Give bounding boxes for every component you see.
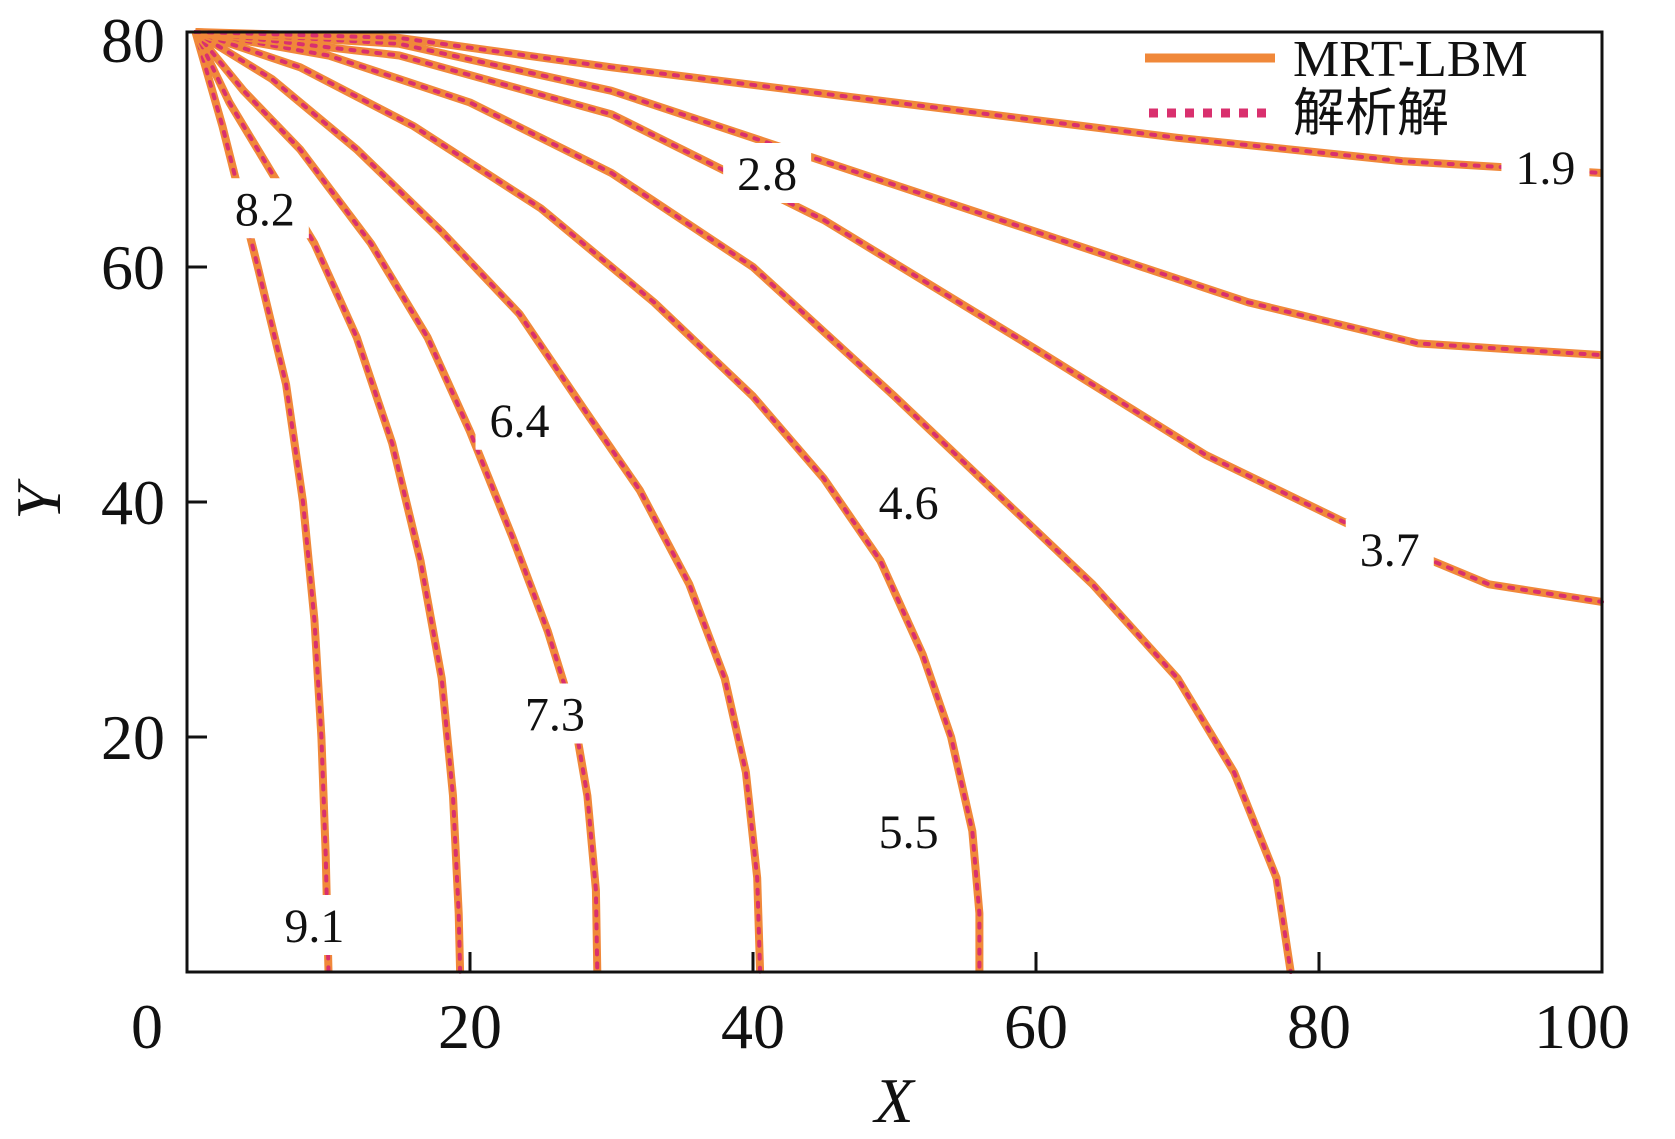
x-axis-title: X — [871, 1065, 916, 1136]
contour-line-mrt-lbm — [192, 29, 602, 973]
contour-line-analytical — [193, 30, 463, 974]
contour-line-analytical — [193, 30, 331, 974]
axis-ticks: 0 20 40 60 80 100 20 40 60 80 — [101, 5, 1630, 1062]
contour-label: 1.9 — [1515, 142, 1575, 195]
contour-label: 2.8 — [737, 148, 797, 201]
contour-label: 9.1 — [284, 900, 344, 953]
contour-labels: 9.1 8.2 7.3 6.4 5.5 4.6 3.7 2.8 1.9 — [220, 137, 1590, 955]
legend: MRT-LBM 解析解 — [1145, 31, 1528, 143]
contour-label-bg — [1345, 519, 1434, 579]
x-tick-label: 0 — [131, 991, 163, 1062]
contour-line-mrt-lbm — [193, 28, 765, 973]
contour-label-bg — [1501, 137, 1590, 198]
contour-label: 5.5 — [879, 806, 939, 859]
y-tick-label: 80 — [101, 5, 165, 76]
contour-line-analytical — [193, 30, 763, 974]
contour-label-bg — [220, 178, 309, 239]
contour-label-bg — [270, 895, 359, 955]
contour-label-bg — [864, 801, 953, 861]
contour-lines — [191, 28, 1604, 974]
contour-label-bg — [723, 143, 812, 203]
contour-line-analytical — [193, 30, 1604, 604]
contour-line-analytical — [193, 30, 600, 974]
contour-label: 3.7 — [1360, 524, 1420, 577]
contour-label-bg — [864, 472, 953, 532]
contour-label-bg — [510, 683, 599, 744]
y-axis-title: Y — [3, 478, 74, 520]
y-tick-label: 40 — [101, 467, 165, 538]
legend-label-analytical: 解析解 — [1293, 86, 1449, 143]
legend-label-mrt-lbm: MRT-LBM — [1293, 31, 1528, 88]
contour-label: 7.3 — [525, 689, 585, 742]
contour-line-analytical — [193, 30, 982, 974]
contour-label: 4.6 — [879, 477, 939, 530]
contour-line-mrt-lbm — [191, 30, 333, 973]
contour-line-analytical — [193, 30, 1604, 175]
contour-label-bg — [475, 389, 564, 450]
contour-label: 8.2 — [235, 183, 295, 236]
contour-line-analytical — [193, 30, 1604, 358]
x-tick-label: 60 — [1004, 991, 1068, 1062]
contour-label: 6.4 — [490, 395, 550, 448]
y-tick-label: 20 — [101, 702, 165, 773]
contour-line-analytical — [193, 30, 1293, 974]
x-tick-label: 20 — [438, 991, 502, 1062]
y-tick-label: 60 — [101, 232, 165, 303]
x-tick-label: 40 — [721, 991, 785, 1062]
x-tick-label: 80 — [1287, 991, 1351, 1062]
x-tick-label: 100 — [1534, 991, 1630, 1062]
